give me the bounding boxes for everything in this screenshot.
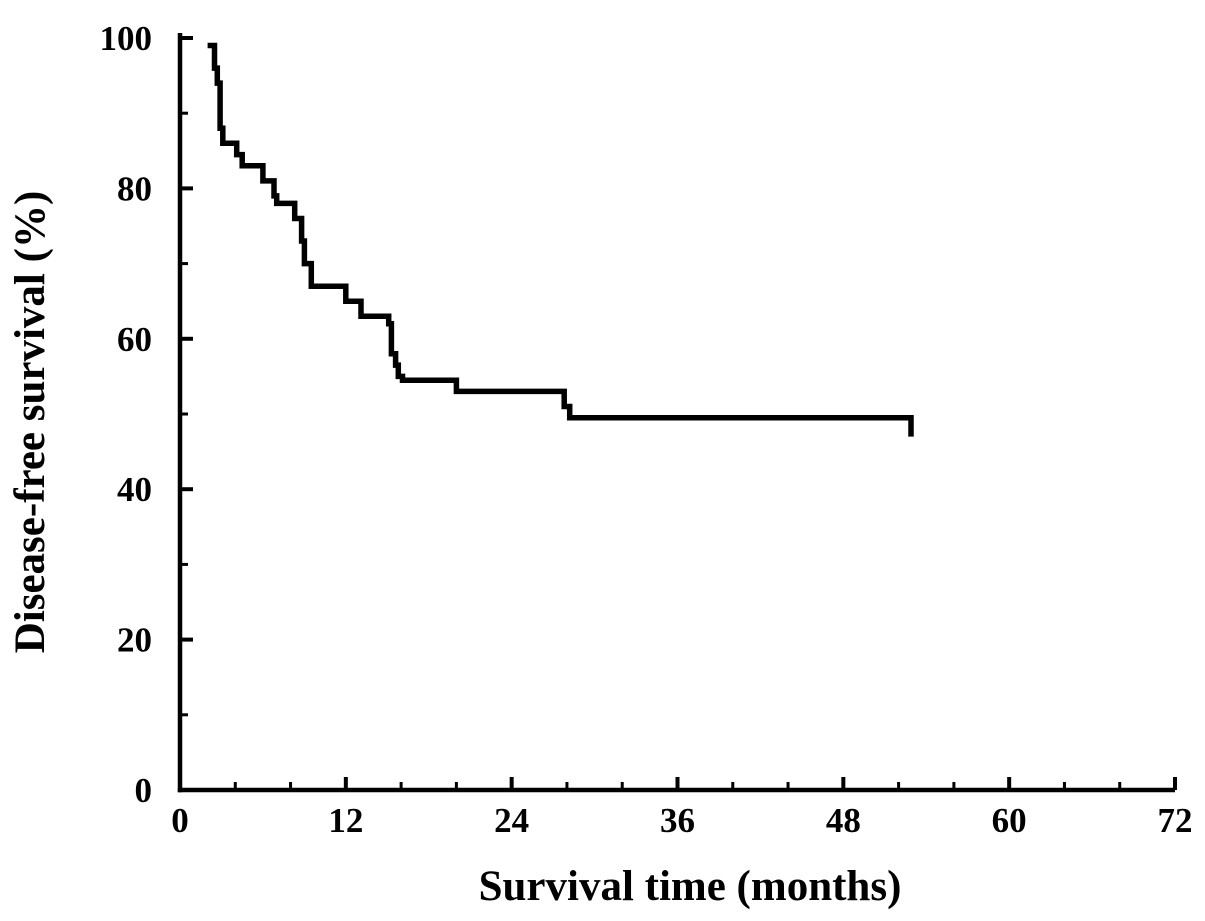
y-tick-label: 40 — [117, 470, 152, 509]
y-tick-label: 60 — [117, 320, 152, 359]
y-axis-title: Disease-free survival (%) — [7, 191, 54, 654]
y-tick-label: 0 — [135, 771, 153, 810]
x-tick-label: 72 — [1158, 801, 1193, 840]
x-tick-label: 12 — [328, 801, 363, 840]
x-axis-title: Survival time (months) — [479, 863, 902, 910]
curve-layer — [207, 42, 914, 437]
x-tick-label: 48 — [826, 801, 861, 840]
x-tick-label: 60 — [992, 801, 1027, 840]
x-tick-label: 36 — [660, 801, 695, 840]
y-tick-label: 80 — [117, 169, 152, 208]
survival-curve — [207, 42, 914, 437]
x-tick-label: 0 — [171, 801, 189, 840]
axes — [177, 33, 1177, 793]
tick-labels: 0 12 24 36 48 60 72 0 20 40 60 80 100 — [100, 19, 1193, 840]
x-tick-label: 24 — [494, 801, 529, 840]
y-tick-label: 20 — [117, 621, 152, 660]
y-tick-label: 100 — [100, 19, 153, 58]
